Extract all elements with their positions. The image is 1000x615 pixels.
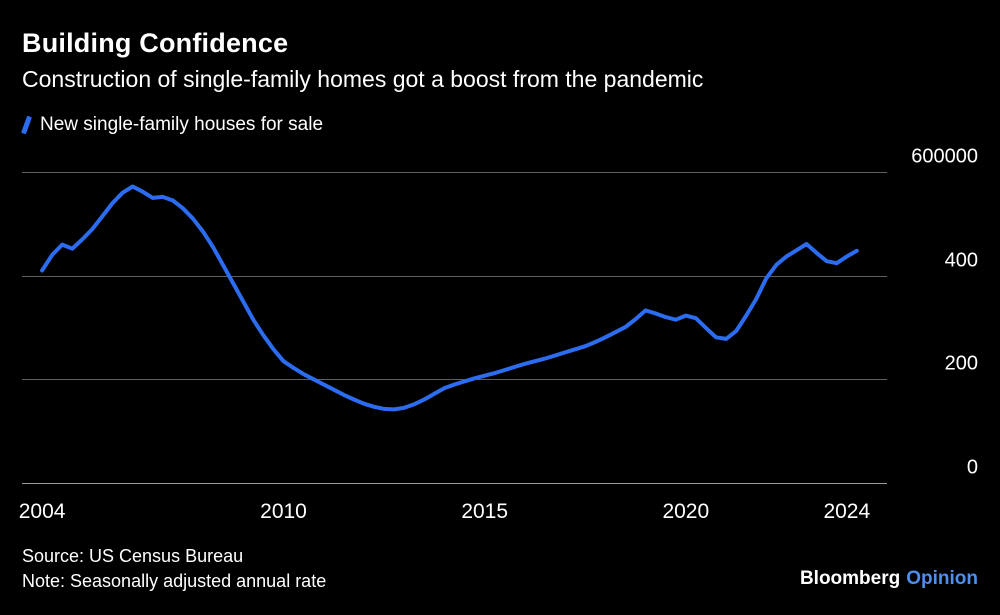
brand-bloomberg: Bloomberg: [799, 568, 901, 589]
x-tick-label: 2020: [662, 500, 709, 523]
brand-opinion: Opinion: [906, 568, 978, 589]
chart-title: Building Confidence: [22, 28, 289, 58]
source-note-block: Source: US Census Bureau Note: Seasonall…: [22, 544, 326, 594]
x-tick-label: 2004: [19, 500, 66, 523]
y-tick-label: 200: [945, 353, 978, 375]
y-tick-label: 0: [967, 457, 978, 479]
x-tick-label: 2024: [823, 500, 870, 523]
y-tick-label: 600000: [911, 146, 978, 168]
x-tick-label: 2010: [260, 500, 307, 523]
series-line: [40, 184, 859, 412]
x-tick-label: 2015: [461, 500, 508, 523]
y-tick-label: 400: [945, 250, 978, 272]
legend-label: New single-family houses for sale: [40, 114, 324, 135]
chart-subtitle: Construction of single-family homes got …: [22, 66, 704, 92]
source-line: Source: US Census Bureau: [22, 546, 244, 566]
legend: New single-family houses for sale: [21, 114, 324, 136]
brand-logo: Bloomberg Opinion: [800, 568, 978, 590]
legend-slash-icon: [21, 115, 32, 135]
note-line: Note: Seasonally adjusted annual rate: [22, 571, 327, 591]
